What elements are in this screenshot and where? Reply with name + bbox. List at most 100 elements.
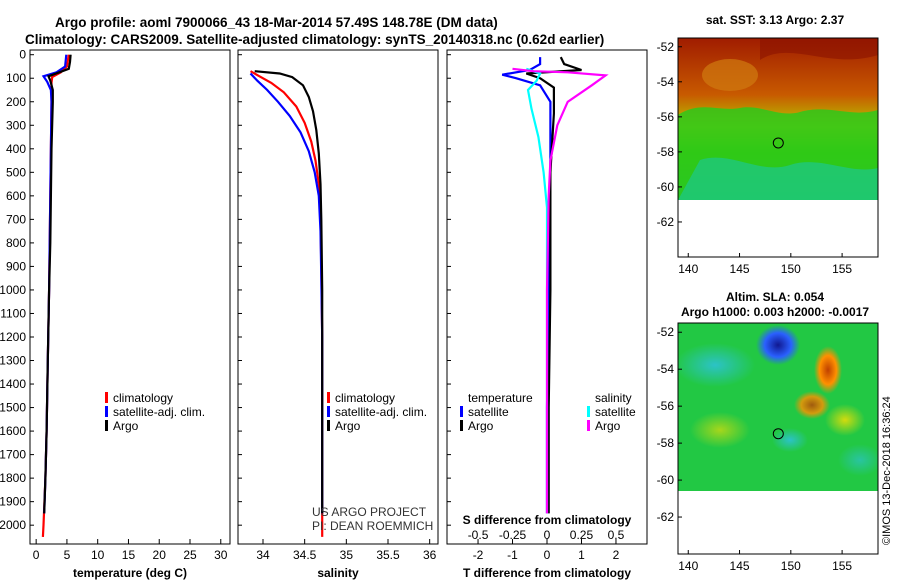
map-y-tick-label: -58 (657, 436, 675, 450)
argo-location-marker (772, 428, 784, 440)
x-tick-label: 10 (91, 548, 105, 562)
series-line-climatology (249, 70, 324, 537)
x-tick-label: -2 (473, 548, 484, 562)
legend-label-climatology: climatology (113, 391, 173, 405)
title-line-2: Climatology: CARS2009. Satellite-adjuste… (25, 32, 604, 47)
salinity-xlabel: salinity (317, 566, 359, 580)
pressure-tick-label: 700 (6, 212, 26, 226)
salinity-plot: 34 34.5 35 35.5 36 (238, 54, 437, 562)
x-tick-label: 2 (613, 548, 620, 562)
series-line-salinity-argo (512, 67, 609, 514)
pressure-tick-label: 100 (6, 71, 26, 85)
legend-swatch-climatology (327, 392, 330, 403)
sst-map-axes: 140 145 150 155 -52 -54 -56 -58 -60 -62 (657, 40, 853, 276)
top-tick-label: -0.5 (468, 528, 489, 542)
map-x-tick-label: 145 (730, 559, 750, 573)
legend-label-climatology: climatology (335, 391, 395, 405)
temperature-legend: climatology satellite-adj. clim. Argo (105, 391, 205, 433)
series-line-argo (254, 70, 324, 514)
legend-label-sal-satellite: satellite (595, 405, 636, 419)
pressure-tick-label: 200 (6, 95, 26, 109)
pressure-tick-label: 1600 (0, 424, 26, 438)
difference-xlabel: T difference from climatology (463, 566, 631, 580)
x-tick-label: 15 (122, 548, 136, 562)
x-tick-label: 25 (183, 548, 197, 562)
legend-swatch-sal-satellite (587, 406, 590, 417)
map-y-tick-label: -62 (657, 215, 675, 229)
map-y-tick-label: -60 (657, 180, 675, 194)
pressure-tick-label: 400 (6, 142, 26, 156)
sla-map-subtitle: Argo h1000: 0.003 h2000: -0.0017 (681, 305, 869, 319)
map-y-tick-label: -56 (657, 399, 675, 413)
legend-swatch-argo (105, 420, 108, 431)
pressure-tick-label: 1100 (0, 306, 26, 320)
map-x-tick-label: 140 (678, 559, 698, 573)
map-y-tick-label: -58 (657, 145, 675, 159)
series-line-temperature-argo (525, 56, 582, 514)
pressure-tick-label: 1000 (0, 283, 26, 297)
sst-map-frame (677, 37, 879, 258)
x-tick-label: 20 (153, 548, 167, 562)
sla-map-title: Altim. SLA: 0.054 (726, 290, 824, 304)
x-tick-label: 36 (423, 548, 437, 562)
title-line-1: Argo profile: aoml 7900066_43 18-Mar-201… (55, 15, 498, 30)
pressure-axis: 0 100 200 300 400 500 600 700 800 900 1000 1100 1200… (0, 48, 26, 532)
x-tick-label: 0 (544, 548, 551, 562)
pressure-tick-label: 1400 (0, 377, 26, 391)
map-x-tick-label: 145 (730, 262, 750, 276)
sla-map-axes: 140 145 150 155 -52 -54 -56 -58 -60 -62 (657, 325, 853, 573)
series-line-temperature-satellite (501, 57, 552, 514)
timestamp: ©IMOS 13-Dec-2018 16:36:24 (881, 396, 893, 545)
legend-swatch-sal-argo (587, 420, 590, 431)
sst-map-nodata (678, 200, 878, 257)
pressure-tick-label: 2000 (0, 518, 26, 532)
legend-label-sal-argo: Argo (595, 419, 621, 433)
x-tick-label: 30 (214, 548, 228, 562)
legend-swatch-temp-argo (460, 420, 463, 431)
sla-map-image (678, 323, 878, 491)
pressure-tick-label: 600 (6, 189, 26, 203)
pressure-tick-label: 900 (6, 259, 26, 273)
map-y-tick-label: -56 (657, 110, 675, 124)
x-tick-label: 35.5 (376, 548, 400, 562)
pressure-tick-label: 300 (6, 118, 26, 132)
legend-label-temp-argo: Argo (468, 419, 494, 433)
series-line-argo (43, 54, 72, 514)
temperature-xlabel: temperature (deg C) (73, 566, 187, 580)
top-tick-label: -0.25 (499, 528, 527, 542)
map-y-tick-label: -54 (657, 362, 675, 376)
legend-swatch-satellite (105, 406, 108, 417)
legend-label-satellite: satellite-adj. clim. (335, 405, 427, 419)
temperature-plot: 0 5 10 15 20 25 30 (30, 54, 228, 562)
salinity-panel-frame (237, 49, 439, 545)
top-tick-label: 0.5 (608, 528, 625, 542)
map-y-tick-label: -54 (657, 75, 675, 89)
map-y-tick-label: -62 (657, 510, 675, 524)
credit-pi: PI: DEAN ROEMMICH (312, 519, 433, 533)
pressure-tick-label: 1800 (0, 471, 26, 485)
pressure-tick-label: 1200 (0, 330, 26, 344)
x-tick-label: -1 (507, 548, 518, 562)
x-tick-label: 1 (578, 548, 585, 562)
legend-group-temperature: temperature (468, 391, 533, 405)
series-line-salinity-satellite (525, 67, 549, 514)
legend-label-argo: Argo (335, 419, 361, 433)
legend-swatch-argo (327, 420, 330, 431)
top-tick-label: 0 (544, 528, 551, 542)
pressure-tick-label: 800 (6, 236, 26, 250)
sst-map-title: sat. SST: 3.13 Argo: 2.37 (706, 13, 845, 27)
sst-map-image (678, 38, 878, 200)
pressure-tick-label: 1300 (0, 354, 26, 368)
salinity-legend: climatology satellite-adj. clim. Argo (327, 391, 427, 433)
x-tick-label: 0 (33, 548, 40, 562)
pressure-tick-label: 0 (19, 48, 26, 62)
legend-swatch-climatology (105, 392, 108, 403)
argo-location-marker (772, 137, 784, 149)
pressure-tick-label: 1900 (0, 495, 26, 509)
credit-project: US ARGO PROJECT (312, 505, 427, 519)
temperature-panel-frame (29, 49, 231, 545)
map-x-tick-label: 150 (781, 262, 801, 276)
difference-top-xlabel: S difference from climatology (463, 513, 632, 527)
map-y-tick-label: -60 (657, 473, 675, 487)
map-x-tick-label: 155 (832, 262, 852, 276)
